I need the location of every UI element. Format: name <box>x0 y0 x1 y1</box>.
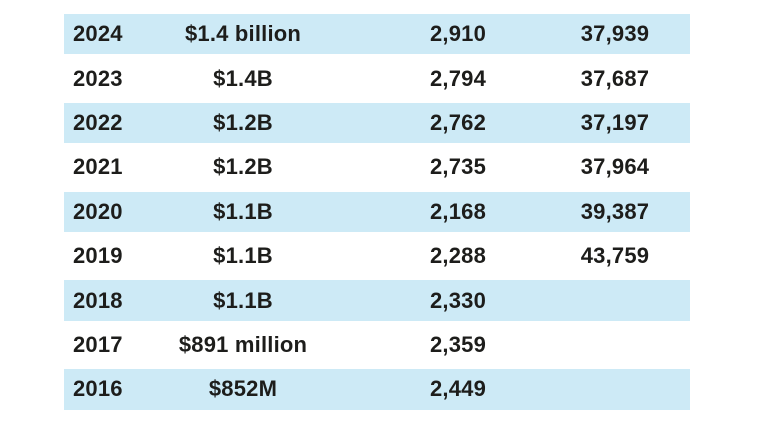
value-cell-1: 2,910 <box>429 21 487 47</box>
amount-cell: $1.2B <box>213 154 273 180</box>
table-row: 2018 $1.1B 2,330 <box>64 278 690 322</box>
value-cell-2: 37,964 <box>580 154 650 180</box>
value-cell-1: 2,168 <box>429 198 487 224</box>
amount-cell: $1.4 billion <box>184 21 302 47</box>
amount-cell: $1.2B <box>213 109 273 135</box>
year-cell: 2019 <box>73 243 123 269</box>
value-cell-1: 2,288 <box>429 243 487 269</box>
table-row: 2023 $1.4B 2,794 37,687 <box>64 56 690 100</box>
value-cell-2: 39,387 <box>580 198 650 224</box>
year-cell: 2024 <box>73 21 123 47</box>
amount-cell: $1.1B <box>213 243 273 269</box>
value-cell-1: 2,449 <box>429 376 487 402</box>
table-row: 2017 $891 million 2,359 <box>64 323 690 367</box>
value-cell-2: 37,939 <box>580 21 650 47</box>
amount-cell: $1.4B <box>213 65 273 91</box>
amount-cell: $891 million <box>178 331 308 357</box>
year-cell: 2023 <box>73 65 123 91</box>
year-cell: 2017 <box>73 331 123 357</box>
year-cell: 2021 <box>73 154 123 180</box>
value-cell-2: 37,197 <box>580 109 650 135</box>
value-cell-1: 2,735 <box>429 154 487 180</box>
value-cell-2: 37,687 <box>580 65 650 91</box>
table-row: 2024 $1.4 billion 2,910 37,939 <box>64 12 690 56</box>
value-cell-2: 43,759 <box>580 243 650 269</box>
amount-cell: $1.1B <box>213 287 273 313</box>
value-cell-1: 2,762 <box>429 109 487 135</box>
year-cell: 2016 <box>73 376 123 402</box>
table-row: 2021 $1.2B 2,735 37,964 <box>64 145 690 189</box>
table-row: 2022 $1.2B 2,762 37,197 <box>64 101 690 145</box>
value-cell-1: 2,330 <box>429 287 487 313</box>
value-cell-1: 2,794 <box>429 65 487 91</box>
data-table: 2024 $1.4 billion 2,910 37,939 2023 $1.4… <box>64 12 690 412</box>
amount-cell: $1.1B <box>213 198 273 224</box>
amount-cell: $852M <box>208 376 278 402</box>
table-row: 2020 $1.1B 2,168 39,387 <box>64 190 690 234</box>
table-row: 2016 $852M 2,449 <box>64 367 690 411</box>
value-cell-1: 2,359 <box>429 331 487 357</box>
year-cell: 2018 <box>73 287 123 313</box>
table-row: 2019 $1.1B 2,288 43,759 <box>64 234 690 278</box>
year-cell: 2020 <box>73 198 123 224</box>
year-cell: 2022 <box>73 109 123 135</box>
